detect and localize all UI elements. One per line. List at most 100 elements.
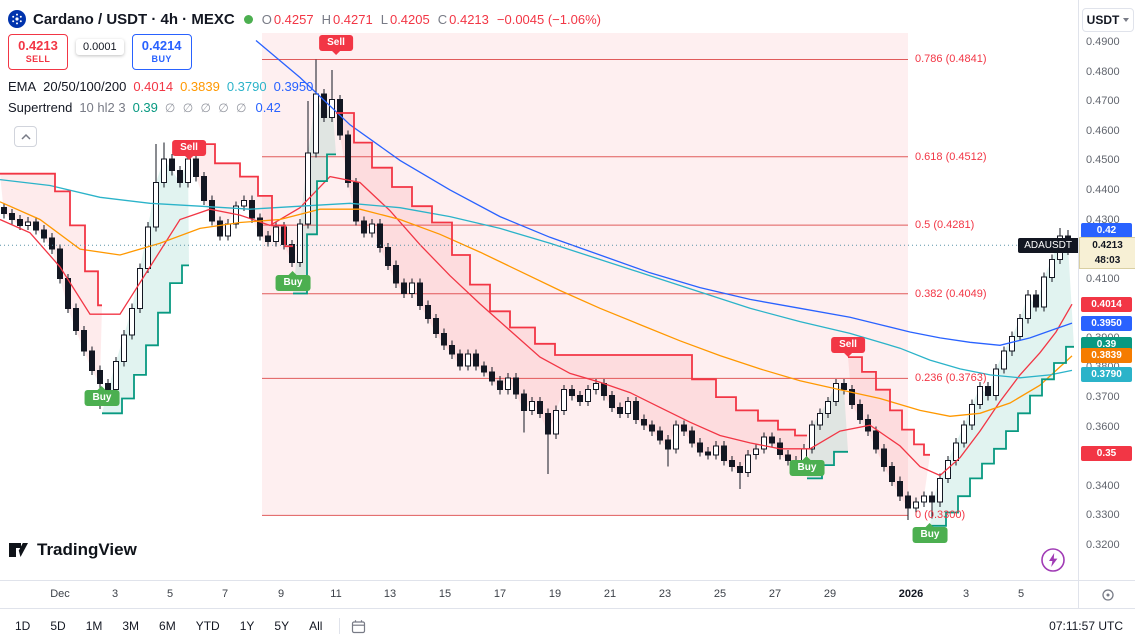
range-button-6m[interactable]: 6M [150, 615, 185, 637]
last-price-value: 0.4213 [1092, 240, 1123, 252]
chevron-down-icon [1123, 18, 1130, 22]
low-label: L [380, 11, 388, 27]
time-axis-label: 5 [1017, 588, 1025, 600]
time-axis-label: 17 [493, 588, 507, 600]
range-button-5y[interactable]: 5Y [265, 615, 298, 637]
price-axis-badge: 0.3790 [1081, 367, 1132, 383]
time-axis-label: 7 [221, 588, 229, 600]
time-axis-label: 19 [548, 588, 562, 600]
supertrend-legend[interactable]: Supertrend 10 hl2 3 0.39 ∅ ∅ ∅ ∅ ∅ 0.42 [8, 100, 281, 115]
time-axis-label: 27 [768, 588, 782, 600]
bottom-toolbar: 1D 5D 1M 3M 6M YTD 1Y 5Y All 07:11:57 UTC [0, 608, 1135, 642]
tradingview-watermark[interactable]: TradingView [8, 539, 137, 561]
time-axis-label: 29 [823, 588, 837, 600]
last-price-countdown-chip: 0.4213 48:03 [1079, 237, 1135, 270]
boost-lightning-button[interactable] [1039, 546, 1067, 574]
price-axis-tick: 0.3200 [1086, 539, 1120, 551]
sell-button[interactable]: 0.4213 SELL [8, 34, 68, 70]
axis-corner [1078, 580, 1135, 609]
range-button-3m[interactable]: 3M [113, 615, 148, 637]
ema-200-line [255, 40, 1073, 346]
price-axis-tick: 0.4400 [1086, 183, 1120, 196]
ema-legend[interactable]: EMA 20/50/100/200 0.4014 0.3839 0.3790 0.39… [8, 79, 313, 94]
chart-pane[interactable]: 0.786 (0.4841) 0.618 (0.4512) 0.5 (0.4281)… [0, 0, 1078, 580]
close-value: 0.4213 [449, 11, 489, 27]
time-axis-label: Dec [50, 588, 70, 600]
candles-layer [1, 59, 1071, 520]
price-axis-tick: 0.4800 [1086, 65, 1120, 78]
tradingview-watermark-text: TradingView [37, 540, 137, 559]
time-axis-label: 2026 [898, 588, 924, 600]
axis-settings-icon[interactable] [1100, 587, 1116, 603]
price-axis[interactable]: USDT 0.4900 0.4800 0.4700 0.4600 0.4500 0.440… [1078, 0, 1135, 580]
buy-button[interactable]: 0.4214 BUY [131, 34, 192, 70]
ema-legend-value: 0.3839 [180, 79, 220, 94]
ema-legend-value: 0.3790 [226, 79, 267, 94]
price-axis-badge: 0.3839 [1081, 348, 1132, 364]
ema-legend-value: 0.4014 [133, 79, 174, 94]
time-axis-label: 15 [438, 588, 452, 600]
buy-label: BUY [151, 54, 172, 65]
open-value: 0.4257 [273, 11, 314, 27]
price-axis-badge: 0.4014 [1081, 296, 1132, 312]
tradingview-logo-icon [9, 543, 28, 557]
price-axis-tick: 0.3600 [1086, 420, 1120, 433]
bar-countdown: 48:03 [1094, 255, 1121, 267]
price-chart-canvas[interactable] [0, 0, 1078, 580]
range-button-1y[interactable]: 1Y [231, 615, 264, 637]
range-button-all[interactable]: All [300, 615, 331, 637]
price-axis-badge: 0.42 [1081, 223, 1132, 239]
time-axis-label: 23 [658, 588, 672, 600]
low-value: 0.4205 [389, 11, 430, 27]
market-status-dot[interactable] [243, 14, 253, 24]
buy-price: 0.4214 [141, 38, 182, 54]
price-axis-tick: 0.3400 [1086, 479, 1120, 492]
range-buttons: 1D 5D 1M 3M 6M YTD 1Y 5Y All [6, 615, 331, 637]
open-label: O [261, 11, 272, 27]
symbol-title[interactable]: Cardano / USDT · 4h · MEXC [33, 10, 235, 28]
range-button-5d[interactable]: 5D [41, 615, 74, 637]
time-axis-label: 11 [330, 588, 342, 600]
price-axis-tick: 0.4600 [1086, 124, 1120, 137]
ema-100-line [0, 178, 1073, 379]
time-axis-label: 9 [277, 588, 285, 600]
time-axis[interactable]: Dec 3 5 7 9 11 13 15 17 19 21 23 25 27 29 2026 3 5 [0, 580, 1078, 609]
change-value: −0.0045 (−1.06%) [496, 11, 601, 27]
price-axis-tick: 0.4700 [1086, 95, 1120, 108]
time-axis-label: 21 [603, 588, 617, 600]
timezone-clock[interactable]: 07:11:57 UTC [1049, 619, 1123, 633]
range-button-ytd[interactable]: YTD [187, 615, 229, 637]
ema-values: 0.4014 0.3839 0.3790 0.3950 [133, 79, 313, 94]
go-to-date-icon [352, 619, 366, 633]
ema-50-line [0, 201, 1073, 417]
ema-legend-value: 0.3950 [273, 79, 314, 94]
high-value: 0.4271 [332, 11, 373, 27]
axis-currency-label: USDT [1086, 13, 1120, 27]
sell-price: 0.4213 [18, 38, 58, 54]
time-axis-label: 5 [166, 588, 174, 600]
time-axis-label: 25 [713, 588, 727, 600]
lightning-icon [1041, 548, 1065, 572]
collapse-pane-button[interactable] [14, 126, 37, 147]
price-axis-badge: 0.35 [1081, 445, 1132, 461]
supertrend-value-2: 0.42 [255, 100, 281, 115]
high-label: H [321, 11, 331, 27]
price-axis-tick: 0.4300 [1086, 213, 1120, 226]
ema-lines[interactable] [0, 40, 1073, 477]
ema-legend-params: 20/50/100/200 [43, 79, 127, 94]
symbol-header: Cardano / USDT · 4h · MEXC O 0.4257 H 0.42… [8, 7, 601, 31]
go-to-date-button[interactable] [348, 616, 369, 637]
price-axis-tick: 0.3300 [1086, 509, 1120, 522]
axis-currency-button[interactable]: USDT [1082, 8, 1134, 32]
price-axis-tick: 0.4900 [1086, 36, 1120, 48]
time-axis-label: 3 [111, 588, 119, 600]
supertrend-fills [0, 93, 1074, 526]
ohlc-values: O 0.4257 H 0.4271 L 0.4205 C 0.4213 −0.0045 … [262, 12, 601, 27]
supertrend-lines[interactable] [0, 112, 1074, 527]
time-axis-label: 13 [383, 588, 397, 600]
spread-value: 0.0001 [76, 39, 124, 55]
range-button-1m[interactable]: 1M [77, 615, 112, 637]
supertrend-legend-name: Supertrend [8, 100, 73, 115]
range-button-1d[interactable]: 1D [6, 615, 39, 637]
price-axis-ticks: 0.4900 0.4800 0.4700 0.4600 0.4500 0.4400 0.43… [1079, 0, 1135, 580]
